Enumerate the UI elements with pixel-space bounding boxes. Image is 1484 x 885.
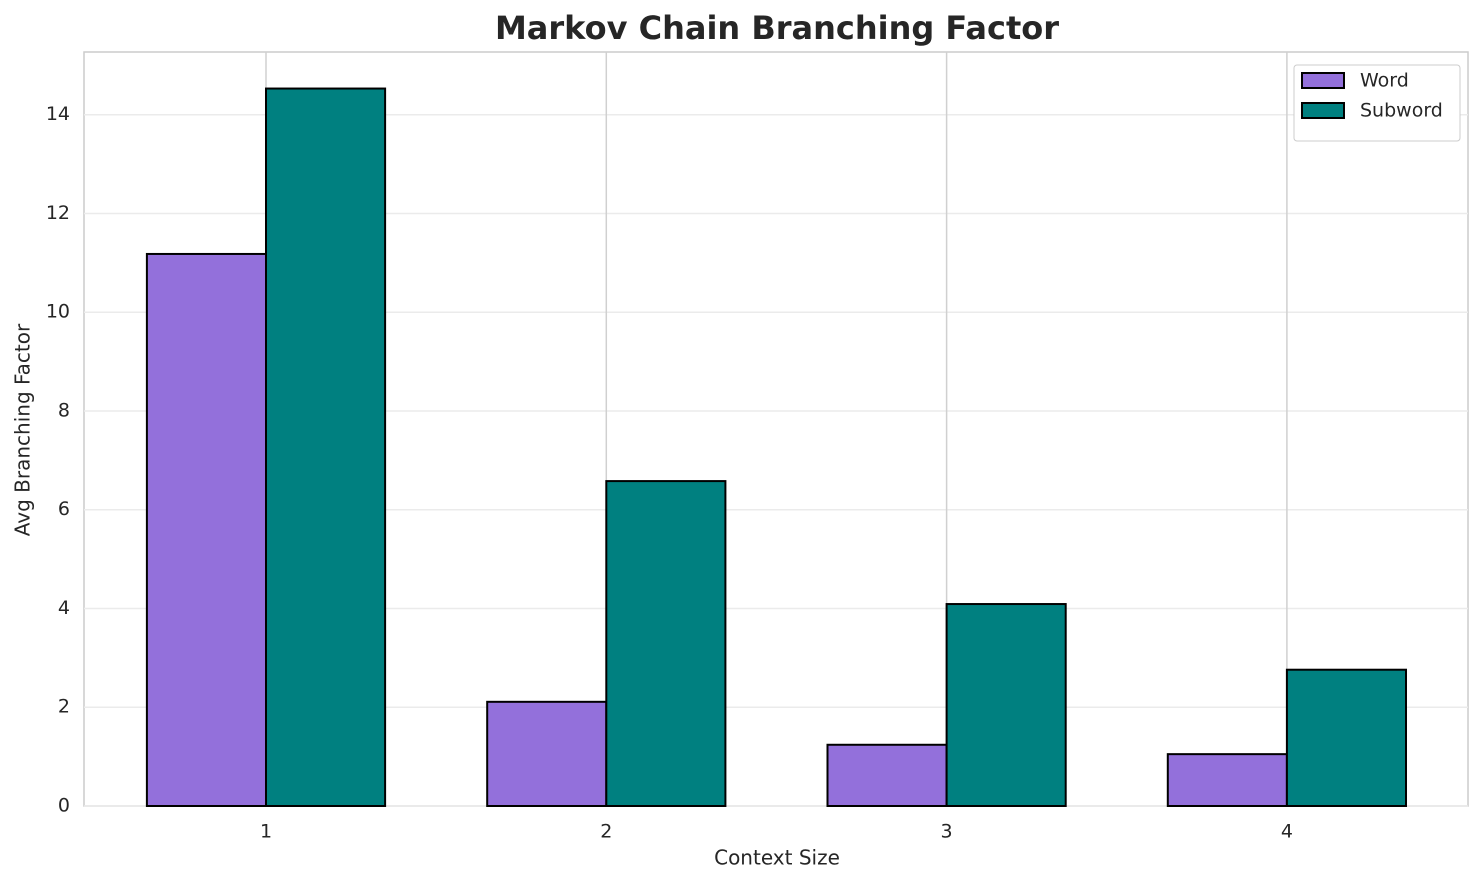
y-tick-label: 4 bbox=[58, 597, 70, 619]
y-tick-label: 6 bbox=[58, 498, 70, 520]
y-tick-label: 14 bbox=[46, 103, 70, 125]
bar bbox=[1285, 668, 1408, 808]
bar bbox=[945, 603, 1067, 808]
x-tick-label: 3 bbox=[941, 821, 953, 843]
x-tick-label: 1 bbox=[260, 821, 272, 843]
y-tick-label: 12 bbox=[46, 202, 70, 224]
legend-label: Word bbox=[1360, 70, 1409, 92]
bar bbox=[145, 252, 268, 808]
y-tick-label: 2 bbox=[58, 696, 70, 718]
bar bbox=[605, 480, 727, 807]
x-tick-label: 4 bbox=[1281, 821, 1293, 843]
legend-label: Subword bbox=[1360, 100, 1443, 122]
y-tick-label: 8 bbox=[58, 399, 70, 421]
y-tick-label: 0 bbox=[58, 795, 70, 817]
bar bbox=[265, 87, 387, 808]
bar bbox=[486, 700, 608, 807]
bar bbox=[1166, 753, 1288, 808]
legend-swatch bbox=[1301, 102, 1345, 119]
bar bbox=[826, 743, 948, 807]
x-axis-label: Context Size bbox=[714, 846, 840, 870]
x-tick-label: 2 bbox=[600, 821, 612, 843]
y-axis-label: Avg Branching Factor bbox=[11, 323, 35, 536]
chart-title: Markov Chain Branching Factor bbox=[495, 9, 1059, 47]
y-tick-label: 10 bbox=[46, 301, 70, 323]
legend-swatch bbox=[1301, 72, 1345, 89]
